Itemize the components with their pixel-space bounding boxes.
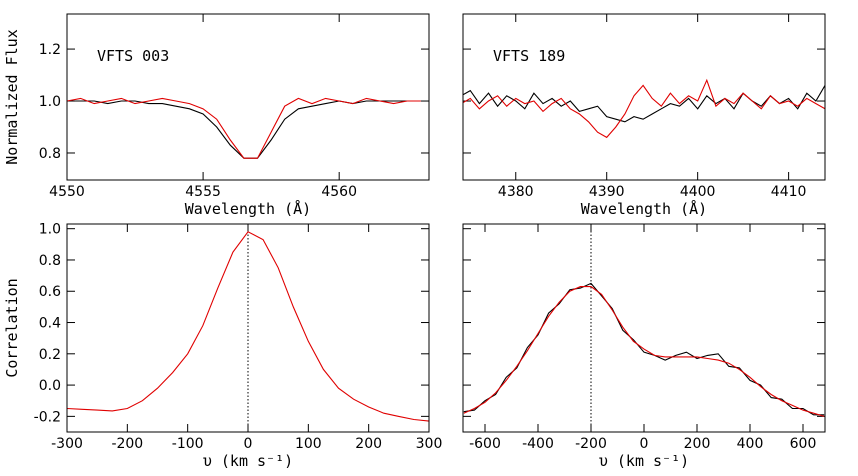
panel: -600 -400 -200 0 200 400 600 υ (km s⁻¹) [462,223,826,470]
annotation: VFTS 189 [493,47,565,65]
x-tick-label: 0 [640,436,649,452]
data-line [67,231,429,422]
y-tick-label: 0.8 [39,253,61,269]
y-tick-label: -0.2 [34,409,61,425]
data-line [67,97,421,159]
x-tick-label: 4410 [771,184,807,200]
data-line [463,85,825,123]
x-tick-label: -100 [172,436,204,452]
x-tick-label: 100 [295,436,322,452]
y-tick-label: 1.0 [39,222,61,238]
x-tick-label: 4560 [321,184,357,200]
x-axis-title: υ (km s⁻¹) [599,452,689,470]
x-tick-label: 0 [244,436,253,452]
plot-frame [66,13,430,181]
x-tick-label: 4390 [589,184,625,200]
x-tick-label: 4380 [498,184,534,200]
x-tick-label: 4550 [49,184,85,200]
x-tick-label: -200 [111,436,143,452]
annotation: VFTS 003 [97,47,169,65]
y-axis-title: Normalized Flux [3,29,21,164]
y-tick-label: 0.8 [39,146,61,162]
x-tick-label: -600 [469,436,501,452]
panel: 4550 4555 4560 0.8 1.0 1.2 VFTS 003 Wavelength … [3,13,430,218]
plot-frame [462,223,826,433]
x-tick-label: 300 [416,436,443,452]
y-axis-title: Correlation [3,278,21,377]
x-tick-label: 4555 [185,184,221,200]
x-tick-label: 4400 [680,184,716,200]
x-tick-label: -400 [522,436,554,452]
data-line [463,286,825,417]
plot-frame [66,223,430,433]
x-axis-title: Wavelength (Å) [581,199,707,218]
y-tick-label: 0.0 [39,378,61,394]
y-tick-label: 0.6 [39,284,61,300]
x-tick-label: -300 [51,436,83,452]
panel: -300 -200 -100 0 100 200 300 -0.2 0.0 0.2 0.4 0.6 0.… [3,222,442,470]
y-tick-label: 1.0 [39,94,61,110]
x-tick-label: 400 [737,436,764,452]
x-tick-label: -200 [575,436,607,452]
x-axis-title: Wavelength (Å) [185,199,311,218]
data-line [463,78,825,139]
plot-frame [462,13,826,181]
x-tick-label: 200 [684,436,711,452]
data-line [67,100,421,159]
x-tick-label: 200 [355,436,382,452]
x-tick-label: 600 [790,436,817,452]
y-tick-label: 1.2 [39,42,61,58]
panel: 4380 4390 4400 4410 VFTS 189 Wavelength (Å) [462,13,826,218]
x-axis-title: υ (km s⁻¹) [203,452,293,470]
y-tick-label: 0.4 [39,316,61,332]
y-tick-label: 0.2 [39,347,61,363]
